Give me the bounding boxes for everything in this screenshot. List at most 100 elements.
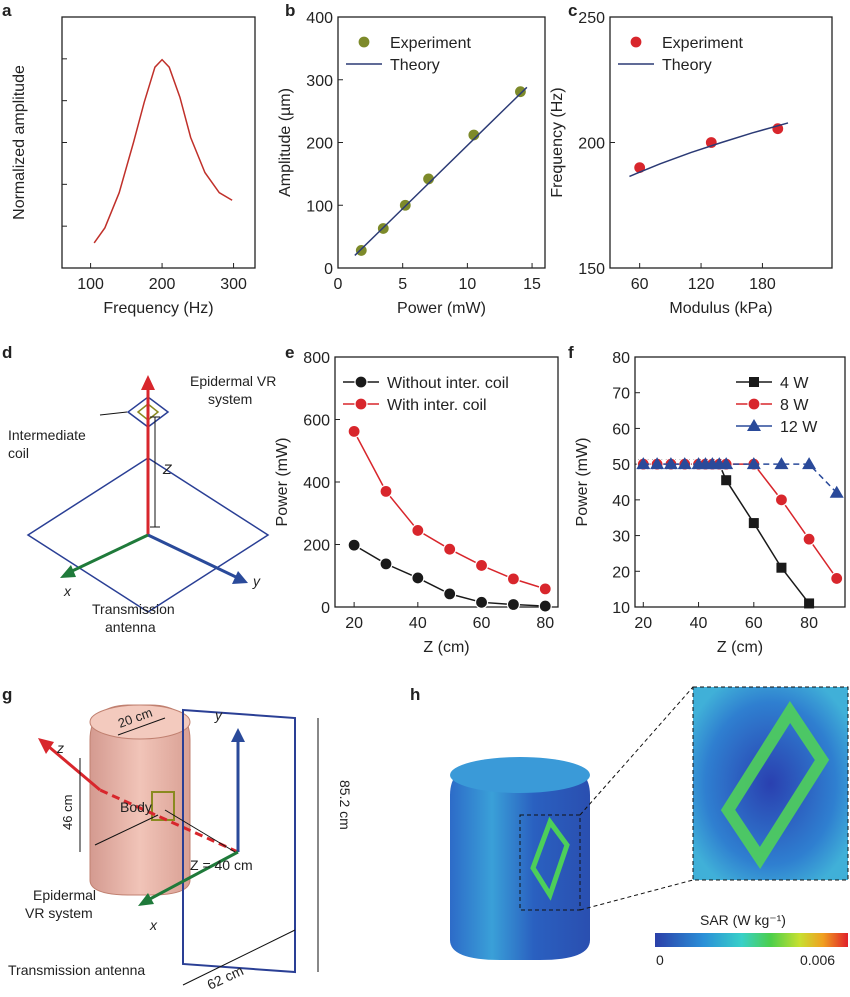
y-axis-label: Normalized amplitude [11, 65, 28, 220]
colorbar [655, 933, 848, 947]
data-point [421, 172, 436, 186]
x-tick-label: 80 [536, 615, 554, 632]
y-tick-label: 200 [578, 136, 605, 153]
pointer-line [99, 411, 128, 416]
x-axis-label: Frequency (Hz) [103, 300, 213, 317]
label-antenna: antenna [105, 619, 156, 635]
data-point [347, 424, 361, 438]
y-tick-label: 400 [303, 475, 330, 492]
body-top [89, 704, 191, 740]
label-x: x [63, 583, 72, 599]
y-tick-label: 0 [324, 261, 333, 278]
width-arrow [117, 717, 166, 736]
legend-label: 12 W [780, 419, 818, 436]
y-tick-label: 100 [306, 198, 333, 215]
label-distance: Z = 40 cm [190, 857, 253, 873]
label-z: Z [162, 461, 172, 477]
label-transmission-antenna: Transmission antenna [8, 962, 145, 978]
data-point [354, 375, 368, 389]
label-transmission: Transmission [92, 601, 175, 617]
y-tick-label: 800 [303, 350, 330, 367]
chart-c: 60 120 180 150 200 250 Modulus (kPa) Frequency … [549, 10, 833, 317]
label-x-g: x [149, 917, 158, 933]
series-line [354, 86, 528, 256]
series-4-w [638, 459, 815, 609]
cylinder-top [450, 757, 590, 793]
y-tick-label: 10 [612, 600, 630, 617]
x-axis-arrow-g [147, 850, 239, 902]
y-tick-label: 20 [612, 564, 630, 581]
data-point [830, 571, 844, 586]
legend-label: With inter. coil [387, 397, 487, 414]
data-point [474, 595, 489, 609]
chart-a: 100 200 300 Frequency (Hz) Normalized amplit… [11, 16, 256, 317]
x-tick-label: 200 [149, 276, 176, 293]
label-system: system [208, 391, 252, 407]
y-axis-arrow [147, 533, 239, 580]
data-point [804, 598, 815, 609]
label-antenna-height: 85.2 cm [337, 780, 353, 830]
x-tick-label: 60 [745, 615, 763, 632]
data-point [506, 572, 521, 586]
y-tick-label: 200 [303, 538, 330, 555]
transmission-antenna-g [182, 708, 296, 974]
y-tick-label: 60 [612, 421, 630, 438]
x-tick-label: 40 [409, 615, 427, 632]
data-point [354, 397, 368, 411]
y-tick-label: 40 [612, 493, 630, 510]
data-point [746, 457, 761, 470]
z-arrowhead [141, 375, 155, 390]
data-point [347, 538, 361, 552]
label-y: y [252, 573, 261, 589]
series-line [629, 122, 789, 178]
panel-label-h: h [410, 685, 420, 704]
distance-arrow-g [164, 809, 236, 853]
data-point [513, 85, 528, 99]
data-point [629, 35, 643, 49]
y-tick-label: 80 [612, 350, 630, 367]
data-point [774, 493, 789, 507]
legend-label: Experiment [662, 35, 743, 52]
legend-label: 4 W [780, 375, 809, 392]
legend-label: 8 W [780, 397, 809, 414]
y-tick-label: 300 [306, 73, 333, 90]
x-tick-label: 300 [220, 276, 247, 293]
data-point [443, 542, 457, 556]
sar-simulation: SAR (W kg⁻¹) 0 0.006 [450, 686, 849, 968]
data-point [357, 35, 371, 49]
epidermal-vr-device [151, 791, 175, 821]
label-y-g: y [214, 707, 223, 723]
data-point [636, 457, 651, 470]
zoom-region [519, 814, 581, 911]
label-intermediate: Intermediate [8, 427, 86, 443]
plot-frame [634, 356, 846, 608]
data-point [538, 582, 552, 596]
legend-label: Without inter. coil [387, 375, 509, 392]
x-tick-label: 60 [473, 615, 491, 632]
antenna-width-arrow [182, 929, 296, 986]
x-axis-label: Z (cm) [423, 639, 469, 656]
x-tick-label: 20 [634, 615, 652, 632]
data-point [663, 457, 678, 470]
data-point [749, 377, 759, 387]
y-arrowhead [232, 571, 248, 584]
x-tick-label: 15 [523, 276, 541, 293]
data-point [774, 457, 789, 470]
data-point [443, 587, 457, 601]
panel-label-d: d [2, 343, 12, 362]
data-point [379, 484, 393, 498]
transmission-antenna-plane [26, 457, 270, 613]
y-axis-label: Frequency (Hz) [549, 87, 566, 197]
label-epidermal-vr: Epidermal VR [190, 373, 276, 389]
coil-sar-ring [530, 816, 570, 901]
data-point [802, 532, 816, 546]
data-point [747, 397, 761, 411]
data-point [354, 243, 368, 258]
x-tick-label: 40 [690, 615, 708, 632]
panel-label-g: g [2, 685, 12, 704]
plot-frame [334, 356, 559, 608]
chart-b: 0 5 10 15 0 100 200 300 400 Power (mW) Amplitude (… [277, 10, 546, 317]
data-point [379, 557, 393, 571]
label-body: Body [120, 799, 152, 815]
